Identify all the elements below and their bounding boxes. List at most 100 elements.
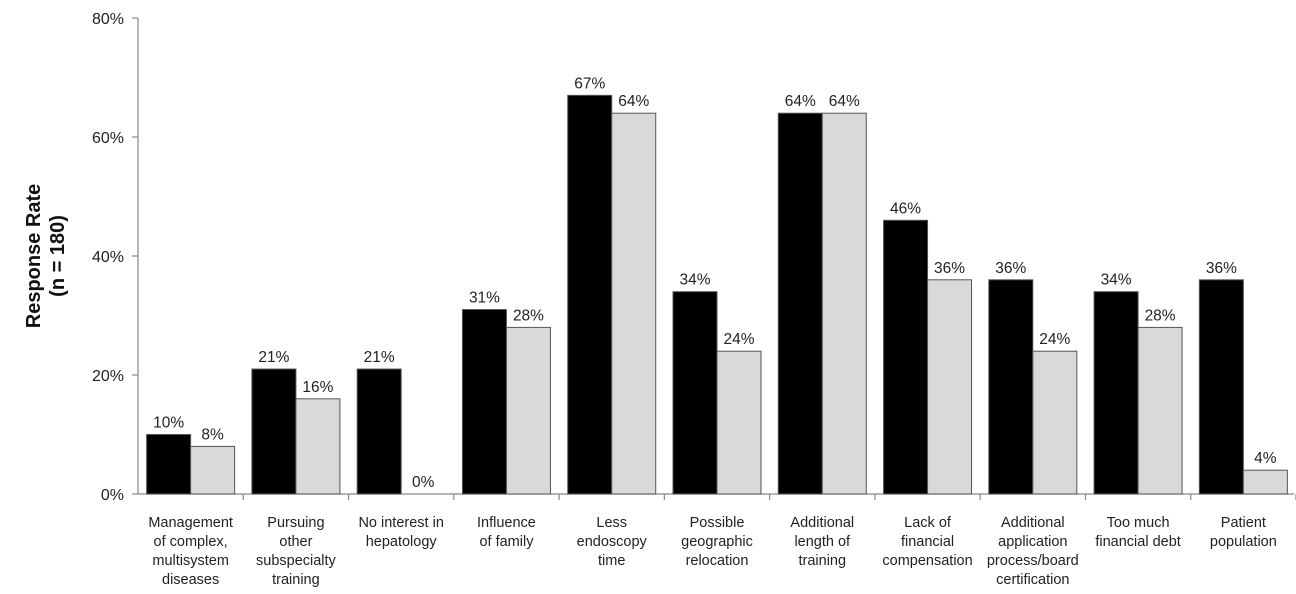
bars <box>146 94 1296 500</box>
y-tick-label: 0% <box>101 487 124 504</box>
bar-series-2 <box>1242 469 1288 495</box>
data-label: 36% <box>934 260 965 277</box>
category-label-line: compensation <box>882 553 972 569</box>
bar-series-1 <box>672 291 718 495</box>
category-label-line: Management <box>148 515 233 531</box>
data-label: 36% <box>995 260 1026 277</box>
category-label: Influence of family <box>477 515 536 550</box>
data-label: 64% <box>829 93 860 110</box>
category-label-line: endoscopy <box>577 534 648 550</box>
y-tick-label: 40% <box>92 249 124 266</box>
bar-series-1 <box>251 368 297 495</box>
bar-series-1 <box>567 94 613 495</box>
y-axis-label-line: (n = 180) <box>47 215 69 297</box>
category-label-line: other <box>279 534 312 550</box>
category-label: Additional application process/board certif… <box>987 515 1079 588</box>
category-label-line: training <box>798 553 846 569</box>
category-label-line: certification <box>996 572 1069 588</box>
bar-series-2 <box>190 445 236 495</box>
data-label: 24% <box>1039 331 1070 348</box>
category-labels: Management of complex, multisystem diseases… <box>148 515 1277 588</box>
bar-series-1 <box>146 434 192 495</box>
data-label: 28% <box>1145 307 1176 324</box>
category-label-line: process/board <box>987 553 1079 569</box>
bar-series-2 <box>1137 326 1183 495</box>
category-label-line: multisystem <box>152 553 229 569</box>
data-label: 21% <box>258 349 289 366</box>
category-label-line: subspecialty <box>256 553 337 569</box>
category-label-line: Additional <box>1001 515 1065 531</box>
data-label: 4% <box>1254 450 1277 467</box>
category-label-line: Possible <box>690 515 745 531</box>
y-axis-title: Response Rate (n = 180) <box>23 184 69 329</box>
category-label-line: Less <box>596 515 627 531</box>
bar-series-2 <box>295 398 341 495</box>
category-label-line: relocation <box>686 553 749 569</box>
data-label: 67% <box>574 75 605 92</box>
category-label: Management of complex, multisystem diseases <box>148 515 233 588</box>
category-label-line: training <box>272 572 320 588</box>
category-label: No interest in hepatology <box>358 515 443 550</box>
category-label: Additional length of training <box>790 515 854 569</box>
data-label: 46% <box>890 200 921 217</box>
category-label-line: financial <box>901 534 954 550</box>
data-label: 21% <box>364 349 395 366</box>
bar-series-1 <box>777 112 823 495</box>
category-label-line: Patient <box>1221 515 1266 531</box>
category-label-line: geographic <box>681 534 753 550</box>
y-tick-label: 80% <box>92 11 124 28</box>
category-label-line: diseases <box>162 572 219 588</box>
data-label: 64% <box>785 93 816 110</box>
bar-series-2 <box>927 279 973 495</box>
category-label-line: Lack of <box>904 515 952 531</box>
bar-series-2 <box>611 112 657 495</box>
bar-series-1 <box>1198 279 1244 495</box>
bar-series-2 <box>716 350 762 495</box>
data-label: 34% <box>679 272 710 289</box>
category-label-line: of family <box>479 534 534 550</box>
bar-series-1 <box>988 279 1034 495</box>
category-label-line: application <box>998 534 1067 550</box>
category-label: Pursuing other subspecialty training <box>256 515 337 588</box>
data-label: 16% <box>302 379 333 396</box>
data-label: 34% <box>1101 272 1132 289</box>
category-label-line: financial debt <box>1095 534 1180 550</box>
bar-series-1 <box>356 368 402 495</box>
category-label: Possible geographic relocation <box>681 515 753 569</box>
category-label-line: population <box>1210 534 1277 550</box>
bar-series-1 <box>883 219 929 495</box>
category-label-line: of complex, <box>154 534 228 550</box>
data-label: 10% <box>153 415 184 432</box>
category-label: Lack of financial compensation <box>882 515 972 569</box>
category-label-line: time <box>598 553 625 569</box>
y-axis-ticks: 0% 20% 40% 60% 80% <box>92 11 138 504</box>
category-label-line: Influence <box>477 515 536 531</box>
y-tick-label: 20% <box>92 368 124 385</box>
data-label: 24% <box>723 331 754 348</box>
category-label-line: Pursuing <box>267 515 324 531</box>
data-label: 36% <box>1206 260 1237 277</box>
y-axis-label: Response Rate (n = 180) <box>23 184 69 329</box>
bar-series-2 <box>821 112 867 495</box>
bar-series-2 <box>505 326 551 495</box>
category-label-line: Too much <box>1107 515 1170 531</box>
y-axis-label-line: Response Rate <box>23 184 45 329</box>
bar-series-1 <box>1093 291 1139 495</box>
category-label: Too much financial debt <box>1095 515 1180 550</box>
data-label: 28% <box>513 307 544 324</box>
bar-series-2 <box>1032 350 1078 495</box>
data-label: 0% <box>412 474 435 491</box>
category-label-line: Additional <box>790 515 854 531</box>
category-label: Less endoscopy time <box>577 515 648 569</box>
category-label: Patient population <box>1210 515 1277 550</box>
data-label: 64% <box>618 93 649 110</box>
data-label: 31% <box>469 290 500 307</box>
bar-series-1 <box>461 309 507 495</box>
data-label: 8% <box>201 426 224 443</box>
y-tick-label: 60% <box>92 130 124 147</box>
category-label-line: No interest in <box>358 515 443 531</box>
category-label-line: hepatology <box>366 534 438 550</box>
data-labels: 10% 8% 21% 16% 21% 0% 31% 28% 67% 64% 34% 24% 64% 64%… <box>153 75 1277 491</box>
category-label-line: length of <box>794 534 851 550</box>
